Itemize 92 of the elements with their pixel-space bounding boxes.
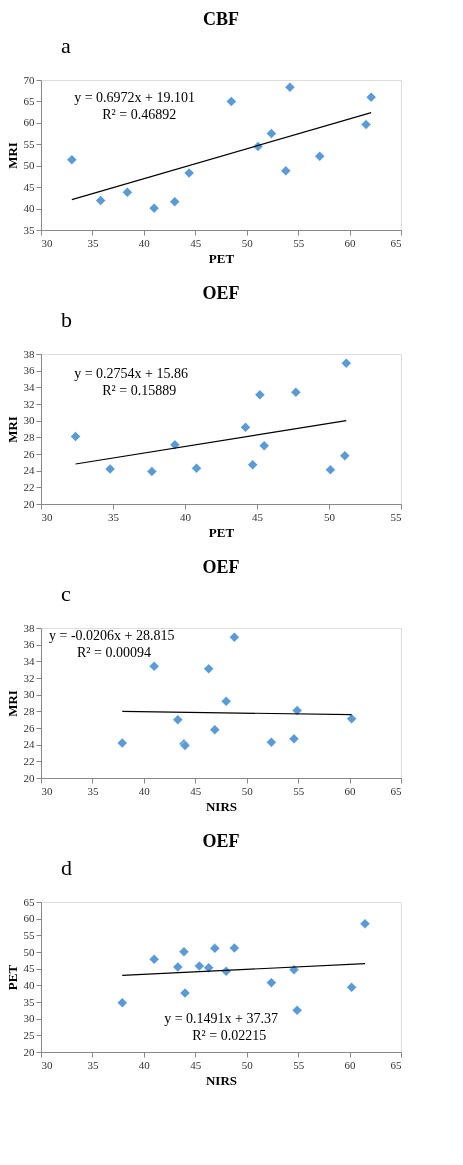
annotation: y = -0.0206x + 28.815 bbox=[49, 627, 175, 643]
x-tick-label: 45 bbox=[190, 1058, 202, 1071]
x-tick-label: 50 bbox=[324, 510, 336, 523]
y-tick-label: 20 bbox=[23, 1045, 35, 1058]
x-tick-label: 45 bbox=[252, 510, 264, 523]
y-tick-label: 36 bbox=[23, 638, 35, 651]
y-tick-label: 20 bbox=[23, 771, 35, 784]
annotation: R² = 0.15889 bbox=[102, 382, 177, 398]
y-tick-label: 60 bbox=[23, 116, 35, 129]
y-tick-label: 55 bbox=[23, 137, 35, 150]
annotation: R² = 0.46892 bbox=[102, 107, 177, 122]
y-tick-label: 20 bbox=[23, 497, 35, 510]
x-tick-label: 55 bbox=[390, 510, 402, 523]
annotation: y = 0.1491x + 37.37 bbox=[164, 1011, 278, 1026]
x-tick-label: 55 bbox=[293, 236, 305, 249]
x-tick-label: 55 bbox=[293, 1058, 305, 1071]
y-tick-label: 34 bbox=[23, 654, 35, 667]
y-tick-label: 24 bbox=[23, 738, 35, 751]
y-tick-label: 38 bbox=[23, 621, 35, 634]
y-tick-label: 30 bbox=[23, 1012, 35, 1025]
y-tick-label: 45 bbox=[23, 962, 35, 975]
x-tick-label: 60 bbox=[344, 236, 357, 249]
x-tick-label: 35 bbox=[87, 236, 99, 249]
x-tick-label: 30 bbox=[41, 510, 53, 523]
x-tick-label: 55 bbox=[293, 784, 305, 797]
annotation: R² = 0.00094 bbox=[77, 644, 151, 660]
y-tick-label: 45 bbox=[23, 180, 35, 193]
annotation: y = 0.6972x + 19.101 bbox=[74, 90, 195, 105]
y-tick-label: 70 bbox=[23, 73, 35, 86]
y-tick-label: 65 bbox=[23, 94, 35, 107]
x-tick-label: 50 bbox=[241, 236, 254, 249]
x-tick-label: 65 bbox=[390, 1058, 402, 1071]
x-tick-label: 30 bbox=[41, 784, 53, 797]
y-tick-label: 50 bbox=[23, 945, 35, 958]
x-tick-label: 35 bbox=[108, 510, 120, 523]
chart-title: OEF bbox=[202, 557, 240, 577]
y-tick-label: 32 bbox=[23, 671, 35, 684]
y-tick-label: 30 bbox=[23, 414, 35, 427]
x-axis-title: PET bbox=[208, 250, 235, 266]
text: b bbox=[61, 307, 72, 332]
y-tick-label: 26 bbox=[23, 721, 35, 734]
y-tick-label: 32 bbox=[23, 397, 35, 410]
chart-title: CBF bbox=[203, 9, 239, 29]
x-tick-label: 35 bbox=[87, 1058, 99, 1071]
chart-title: OEF bbox=[202, 831, 240, 851]
y-tick-label: 40 bbox=[23, 202, 35, 215]
x-axis-title: PET bbox=[208, 524, 235, 540]
x-tick-label: 45 bbox=[190, 236, 202, 249]
x-tick-label: 40 bbox=[180, 510, 192, 523]
x-tick-label: 40 bbox=[138, 236, 151, 249]
x-tick-label: 50 bbox=[241, 1058, 254, 1071]
x-tick-label: 50 bbox=[241, 784, 254, 797]
y-axis-title: MRI bbox=[4, 416, 20, 443]
y-tick-label: 38 bbox=[23, 347, 35, 360]
annotation: y = 0.2754x + 15.86 bbox=[74, 365, 188, 381]
x-tick-label: 30 bbox=[41, 1058, 53, 1071]
x-tick-label: 40 bbox=[138, 1058, 151, 1071]
text: d bbox=[61, 855, 72, 880]
y-tick-label: 55 bbox=[23, 928, 35, 941]
y-tick-label: 22 bbox=[23, 754, 35, 767]
text: a bbox=[61, 33, 71, 58]
y-tick-label: 24 bbox=[23, 464, 35, 477]
y-tick-label: 50 bbox=[23, 159, 35, 172]
y-tick-label: 26 bbox=[23, 447, 35, 460]
y-axis-title: MRI bbox=[4, 142, 20, 169]
y-tick-label: 36 bbox=[23, 364, 35, 377]
x-tick-label: 60 bbox=[344, 784, 357, 797]
x-tick-label: 40 bbox=[138, 784, 151, 797]
y-tick-label: 30 bbox=[23, 688, 35, 701]
x-tick-label: 30 bbox=[41, 236, 53, 249]
y-axis-title: MRI bbox=[4, 690, 20, 717]
y-tick-label: 35 bbox=[23, 223, 35, 236]
x-tick-label: 65 bbox=[390, 236, 402, 249]
y-axis-title: PET bbox=[4, 964, 20, 991]
y-tick-label: 35 bbox=[23, 995, 35, 1008]
text: c bbox=[61, 581, 71, 606]
y-tick-label: 40 bbox=[23, 978, 35, 991]
x-tick-label: 35 bbox=[87, 784, 99, 797]
y-tick-label: 65 bbox=[23, 895, 35, 908]
x-axis-title: NIRS bbox=[205, 798, 238, 814]
y-tick-label: 28 bbox=[23, 704, 35, 717]
y-tick-label: 25 bbox=[23, 1028, 35, 1041]
y-tick-label: 60 bbox=[23, 912, 35, 925]
y-tick-label: 34 bbox=[23, 380, 35, 393]
annotation: R² = 0.02215 bbox=[192, 1028, 267, 1043]
x-tick-label: 45 bbox=[190, 784, 202, 797]
x-tick-label: 60 bbox=[344, 1058, 357, 1071]
y-tick-label: 22 bbox=[23, 480, 35, 493]
x-tick-label: 65 bbox=[390, 784, 402, 797]
x-axis-title: NIRS bbox=[205, 1072, 238, 1088]
y-tick-label: 28 bbox=[23, 430, 35, 443]
chart-title: OEF bbox=[202, 283, 240, 303]
